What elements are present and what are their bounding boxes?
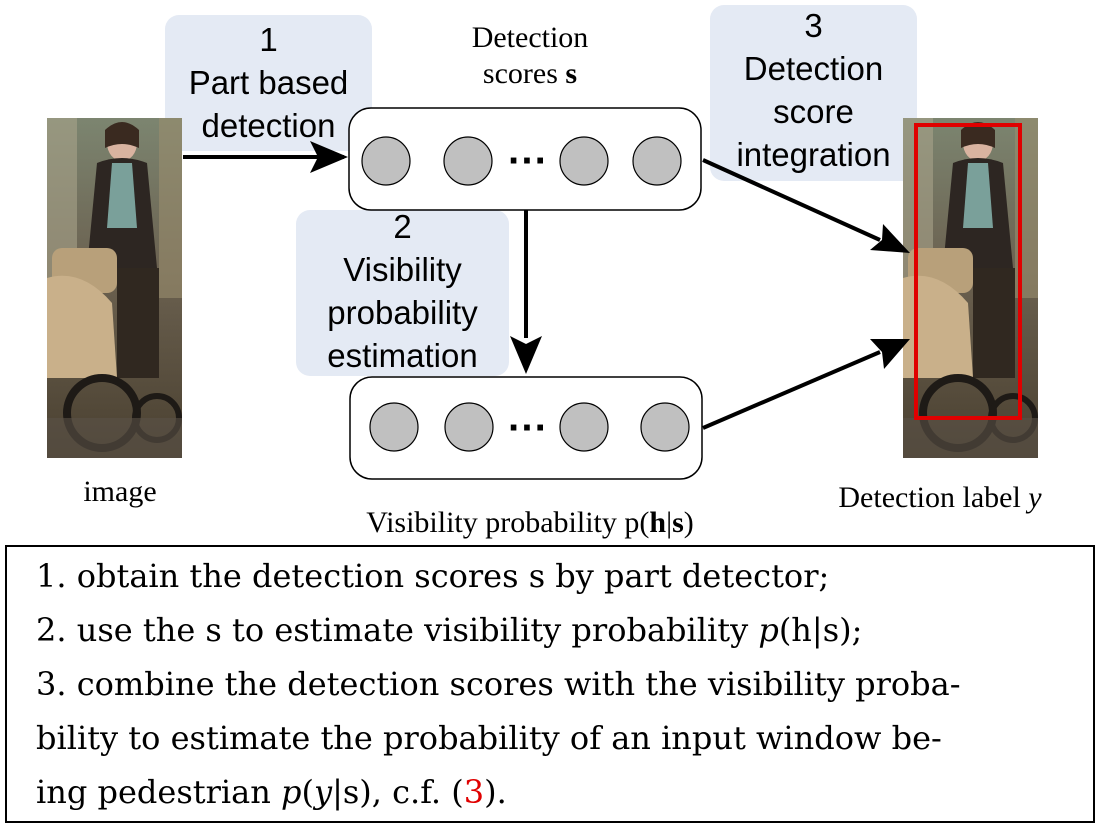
score-node-1 <box>361 136 411 186</box>
note-line-5-p: p <box>281 773 302 811</box>
visibility-node-3 <box>559 402 609 452</box>
note-line-2-p: p <box>758 611 779 649</box>
diagram-graphics <box>183 107 910 480</box>
note-line-2-expr: (h|s); <box>778 611 863 649</box>
step-2-line-1: Visibility <box>343 251 462 288</box>
steps-description-box: 1. obtain the detection scores s by part… <box>5 545 1095 823</box>
step-1-line-1: Part based <box>188 64 349 101</box>
score-nodes-ellipsis: ··· <box>508 139 548 183</box>
pedestrian-photo-right <box>903 118 1038 458</box>
detection-label: Detection label y <box>800 480 1080 516</box>
visibility-node-4 <box>640 402 690 452</box>
step-3-callout <box>710 5 917 181</box>
visibility-label-close: ) <box>683 506 694 539</box>
note-line-4: bility to estimate the probability of an… <box>36 719 942 757</box>
arrow-visibility-to-output <box>702 350 881 430</box>
step-3-text: 3 Detection score integration <box>710 4 917 176</box>
visibility-node-1 <box>369 402 419 452</box>
arrowhead-visibility-to-output <box>870 339 910 369</box>
note-line-5-cf: |s), c.f. ( <box>332 773 464 811</box>
detection-label-text: Detection label <box>838 481 1029 514</box>
note-line-5-y: y <box>313 773 333 811</box>
note-line-5-paren: ( <box>301 773 314 811</box>
visibility-label-s: s <box>672 506 684 539</box>
note-line-1: 1. obtain the detection scores s by part… <box>36 557 830 595</box>
step-2-line-2: probability <box>327 294 478 331</box>
score-node-2 <box>443 136 493 186</box>
detection-label-variable: y <box>1028 481 1042 514</box>
visibility-label-h: h <box>649 506 667 539</box>
visibility-label-prefix: Visibility probability p( <box>366 506 650 539</box>
step-2-line-3: estimation <box>327 337 478 374</box>
note-line-5-end: ). <box>484 773 507 811</box>
score-node-4 <box>632 136 682 186</box>
visibility-nodes-ellipsis: ··· <box>508 406 548 450</box>
note-line-2-text: 2. use the s to estimate visibility prob… <box>36 611 759 649</box>
detection-bounding-box <box>914 123 1022 420</box>
detection-scores-line-1: Detection <box>471 21 589 54</box>
step-2-text: 2 Visibility probability estimation <box>296 205 509 377</box>
step-1-callout <box>165 15 372 151</box>
arrowhead-scores-to-visibility <box>510 336 542 374</box>
visibility-probability-box <box>349 376 703 480</box>
image-label: image <box>83 475 157 508</box>
visibility-node-2 <box>444 402 494 452</box>
step-1-number: 1 <box>259 21 278 58</box>
step-2-callout <box>296 210 509 376</box>
step-3-number: 3 <box>804 7 823 44</box>
visibility-probability-label: Visibility probability p(h|s) <box>300 505 760 541</box>
step-3-line-1: Detection <box>743 50 884 87</box>
step-1-text: 1 Part based detection <box>165 18 372 147</box>
visibility-label-bar: | <box>666 506 673 539</box>
note-line-5: ing pedestrian p(y|s), c.f. (3). <box>36 765 1086 819</box>
arrowhead-scores-to-output <box>870 224 910 253</box>
input-image <box>47 118 182 458</box>
scores-symbol: s <box>565 57 578 90</box>
scores-word: scores <box>482 57 566 90</box>
arrowhead-image-to-scores <box>310 141 348 173</box>
detection-scores-line-2: scores s <box>425 56 635 92</box>
detection-scores-label: Detection scores s <box>425 20 635 92</box>
arrow-scores-to-output <box>702 158 881 242</box>
pedestrian-photo-left <box>47 118 182 458</box>
step-2-number: 2 <box>393 208 412 245</box>
step-1-line-2: detection <box>201 107 336 144</box>
note-line-3: 3. combine the detection scores with the… <box>36 665 961 703</box>
note-line-2: 2. use the s to estimate visibility prob… <box>36 603 1086 657</box>
score-node-3 <box>559 136 609 186</box>
note-line-5-text: ing pedestrian <box>36 773 282 811</box>
step-3-line-2: score <box>773 93 854 130</box>
citation-link[interactable]: 3 <box>463 773 485 811</box>
output-image <box>903 118 1038 458</box>
step-3-line-3: integration <box>736 136 891 173</box>
